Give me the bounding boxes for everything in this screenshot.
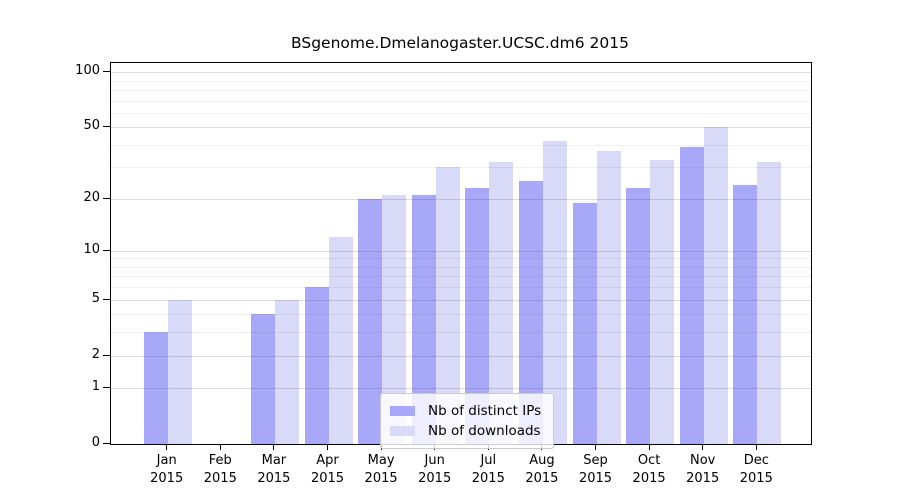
x-tick-label-jan: Jan 2015 xyxy=(135,452,199,487)
x-tick-year-jan: 2015 xyxy=(150,470,184,486)
x-tick-year-oct: 2015 xyxy=(632,470,666,486)
plot-area: Nb of distinct IPs Nb of downloads xyxy=(110,62,812,449)
legend-label-distinct-ips: Nb of distinct IPs xyxy=(428,403,542,419)
x-tick-year-apr: 2015 xyxy=(310,470,345,486)
y-tick-label-20: 20 xyxy=(83,189,100,205)
gridline-minor-90 xyxy=(111,80,811,82)
x-tick-mark-jan xyxy=(166,444,168,450)
legend-swatch-distinct-ips xyxy=(390,406,415,416)
bar-downloads-sep xyxy=(596,150,621,444)
bar-downloads-oct xyxy=(650,159,675,444)
legend-row-distinct-ips: Nb of distinct IPs xyxy=(390,401,541,421)
bar-distinct-ips-nov xyxy=(679,146,704,444)
x-tick-mark-sep xyxy=(595,444,596,450)
x-tick-label-oct: Oct 2015 xyxy=(617,452,681,487)
y-tick-label-10: 10 xyxy=(83,241,100,257)
x-tick-label-feb: Feb 2015 xyxy=(188,452,252,487)
y-tick-mark-20 xyxy=(103,197,110,199)
y-tick-label-100: 100 xyxy=(75,63,100,78)
y-tick-mark-2 xyxy=(103,354,110,356)
bar-distinct-ips-mar xyxy=(250,314,275,444)
y-tick-label-2: 2 xyxy=(91,346,100,362)
x-tick-label-jun: Jun 2015 xyxy=(403,452,467,487)
bar-downloads-mar xyxy=(274,299,299,444)
legend-label-downloads: Nb of downloads xyxy=(428,423,541,439)
bar-downloads-apr xyxy=(328,237,353,444)
y-tick-mark-10 xyxy=(103,249,110,251)
y-tick-label-1: 1 xyxy=(91,379,100,395)
y-tick-mark-50 xyxy=(103,126,110,128)
chart-title: BSgenome.Dmelanogaster.UCSC.dm6 2015 xyxy=(291,34,629,52)
x-tick-year-feb: 2015 xyxy=(203,470,237,486)
x-tick-year-may: 2015 xyxy=(364,470,398,486)
y-tick-label-0: 0 xyxy=(91,435,100,450)
bar-downloads-dec xyxy=(757,162,782,444)
x-tick-year-mar: 2015 xyxy=(257,470,291,486)
bar-downloads-nov xyxy=(703,127,728,444)
x-tick-label-sep: Sep 2015 xyxy=(564,452,628,487)
x-tick-mark-nov xyxy=(702,444,704,450)
x-tick-label-mar: Mar 2015 xyxy=(242,452,306,487)
x-tick-mark-mar xyxy=(273,444,275,450)
x-tick-mark-dec xyxy=(755,444,757,450)
x-tick-year-nov: 2015 xyxy=(686,470,720,486)
bar-downloads-jan xyxy=(167,299,192,444)
x-tick-mark-apr xyxy=(327,444,328,450)
x-tick-label-jul: Jul 2015 xyxy=(456,452,520,487)
bar-distinct-ips-dec xyxy=(733,184,758,444)
bar-distinct-ips-may xyxy=(358,198,383,444)
gridline-major-100 xyxy=(111,72,811,73)
bar-distinct-ips-apr xyxy=(304,287,329,444)
x-tick-label-may: May 2015 xyxy=(349,452,413,487)
gridline-minor-60 xyxy=(111,112,811,114)
legend: Nb of distinct IPs Nb of downloads xyxy=(380,393,555,449)
legend-row-downloads: Nb of downloads xyxy=(390,421,541,441)
gridline-minor-70 xyxy=(111,100,811,102)
gridline-minor-80 xyxy=(111,89,811,91)
x-tick-year-sep: 2015 xyxy=(578,470,613,486)
y-tick-label-50: 50 xyxy=(83,118,100,134)
y-tick-label-5: 5 xyxy=(91,290,100,306)
y-tick-mark-5 xyxy=(103,298,110,300)
y-tick-mark-100 xyxy=(103,71,110,72)
x-tick-year-aug: 2015 xyxy=(525,470,559,486)
x-tick-year-jun: 2015 xyxy=(418,470,452,486)
x-tick-label-nov: Nov 2015 xyxy=(671,452,735,487)
bar-distinct-ips-jan xyxy=(143,332,168,444)
bar-distinct-ips-oct xyxy=(626,187,651,444)
x-tick-label-aug: Aug 2015 xyxy=(510,452,574,487)
x-tick-year-jul: 2015 xyxy=(471,470,505,486)
legend-swatch-downloads xyxy=(390,426,415,436)
x-tick-label-dec: Dec 2015 xyxy=(724,452,788,487)
y-tick-mark-1 xyxy=(103,387,110,389)
x-tick-mark-oct xyxy=(648,444,650,450)
y-tick-mark-0 xyxy=(103,443,110,444)
bar-distinct-ips-sep xyxy=(572,202,597,444)
x-tick-year-dec: 2015 xyxy=(739,470,773,486)
x-tick-label-apr: Apr 2015 xyxy=(296,452,360,487)
x-tick-mark-feb xyxy=(219,444,221,450)
